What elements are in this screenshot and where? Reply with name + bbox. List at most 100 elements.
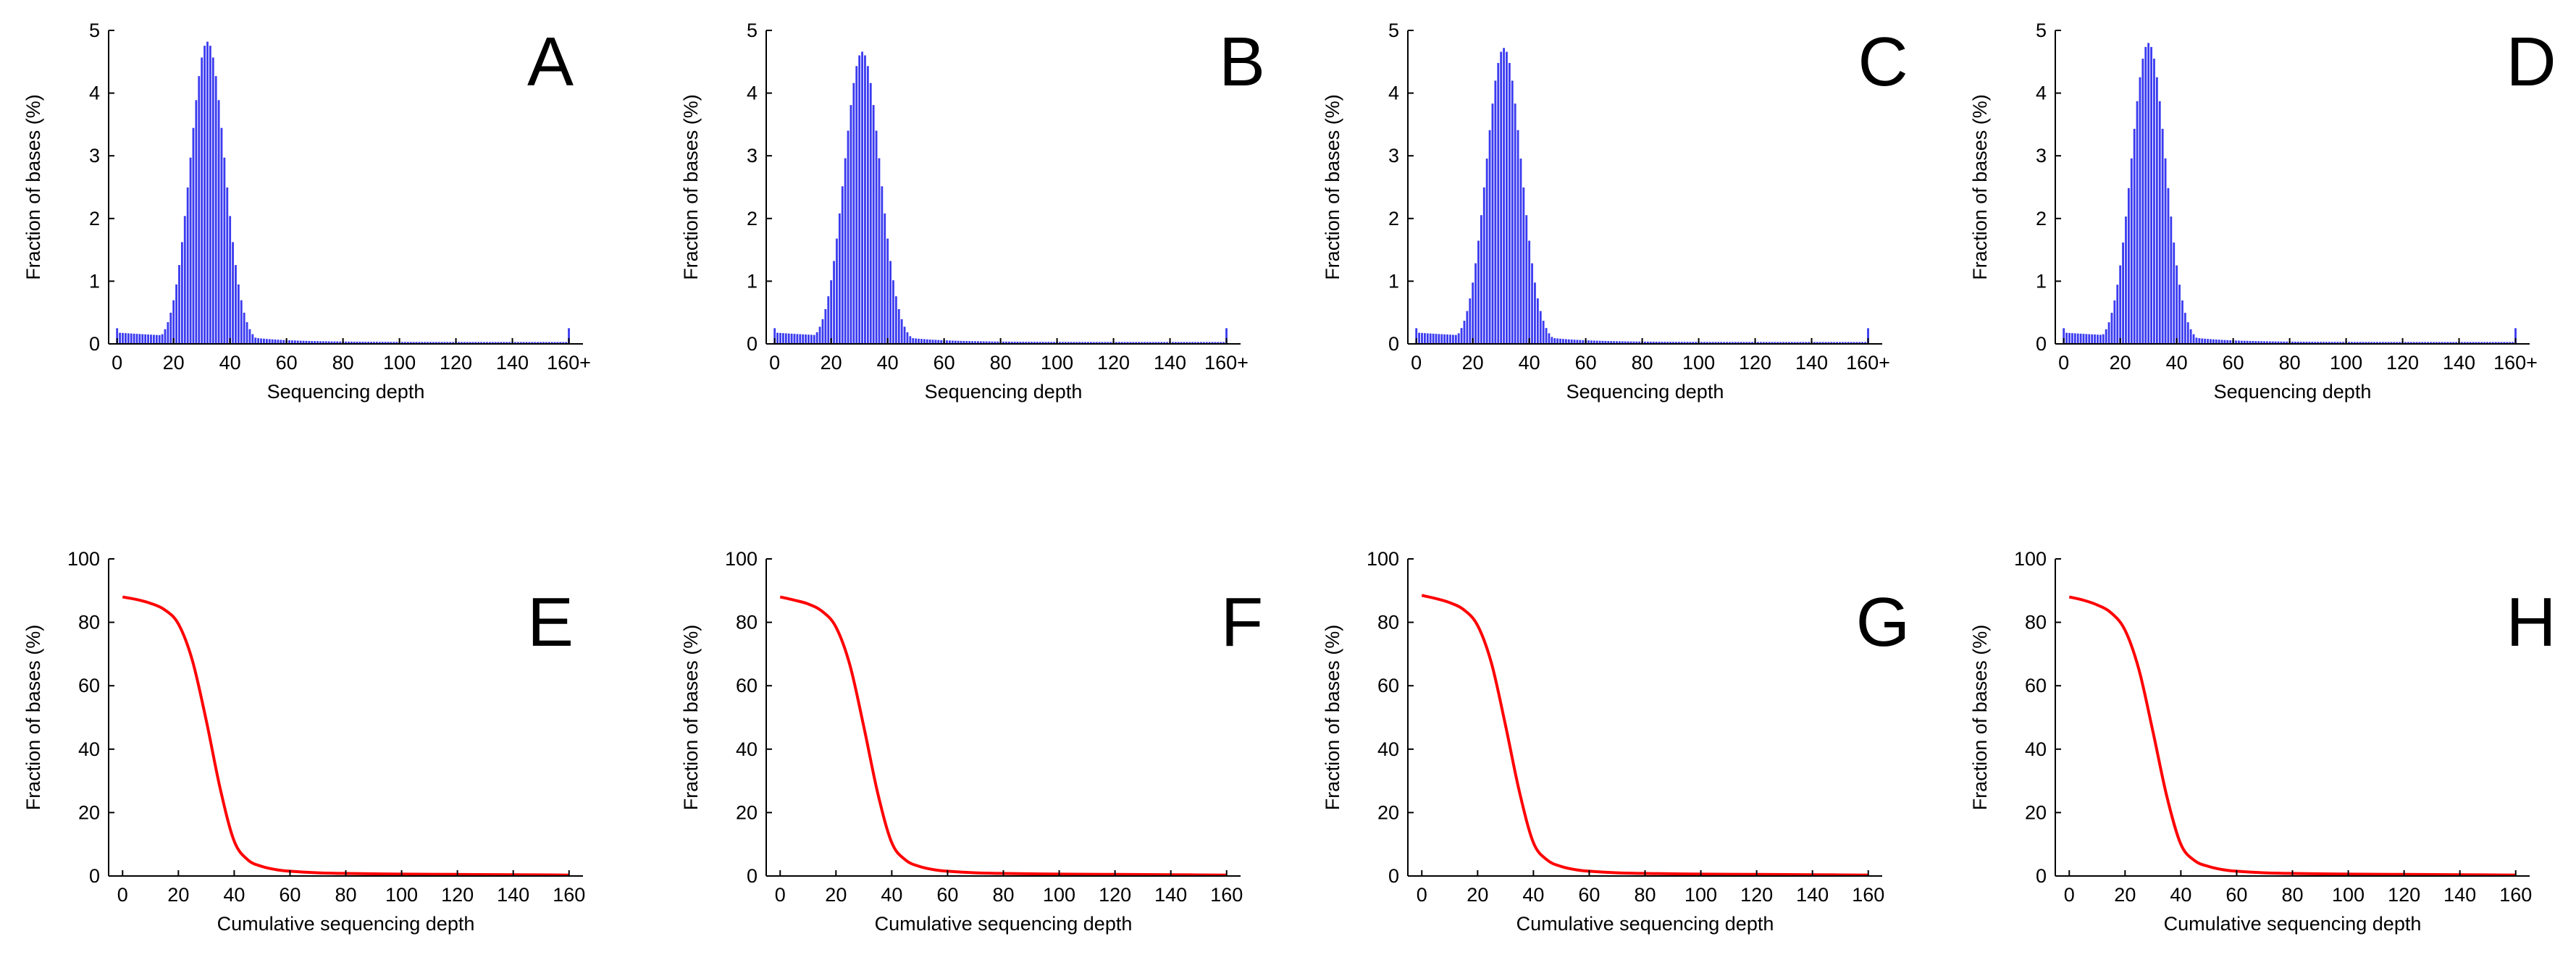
x-tick-label: 120 [1739, 352, 1771, 374]
histogram-bar [1041, 342, 1044, 344]
y-tick-label: 40 [1377, 738, 1399, 760]
x-tick-label: 100 [1043, 884, 1075, 906]
histogram-bar [217, 100, 220, 344]
histogram-bar [793, 334, 796, 344]
histogram-bar [1477, 240, 1480, 344]
histogram-bar [2147, 43, 2150, 344]
y-tick-label: 5 [89, 20, 100, 41]
histogram-bar [1101, 342, 1104, 344]
histogram-bar [1861, 342, 1864, 344]
histogram-bar [951, 340, 954, 344]
histogram-bar [440, 342, 443, 344]
histogram-bar [353, 341, 356, 344]
histogram-bar [559, 342, 562, 344]
x-tick-label: 20 [163, 352, 185, 374]
histogram-bar [2107, 322, 2110, 344]
panel-letter: E [527, 584, 574, 661]
histogram-bar [1177, 342, 1180, 344]
histogram-bar [2407, 342, 2409, 344]
x-tick-label: 120 [2388, 884, 2420, 906]
histogram-bar [1627, 341, 1629, 344]
histogram-bar [1132, 342, 1135, 344]
histogram-bar [886, 238, 889, 344]
histogram-bar [169, 312, 172, 344]
histogram-bar [2113, 300, 2116, 344]
x-axis-title: Cumulative sequencing depth [875, 913, 1133, 935]
histogram-bar [2427, 342, 2430, 344]
histogram-bar [1708, 342, 1711, 344]
histogram-bar [528, 342, 531, 344]
histogram-bar [1506, 51, 1508, 344]
histogram-bar [1632, 341, 1635, 344]
histogram-bar [565, 342, 568, 344]
histogram-bar [1833, 342, 1836, 344]
histogram-bar [2350, 342, 2353, 344]
histogram-bar [815, 332, 818, 344]
histogram-bar [2384, 342, 2387, 344]
histogram-bar [2170, 216, 2173, 344]
histogram-bar [2509, 342, 2512, 344]
cdf-line [122, 595, 569, 877]
histogram-bar [1740, 342, 1742, 344]
histogram-bar [406, 342, 409, 344]
histogram-bar [2198, 338, 2201, 344]
histogram-bar [122, 332, 124, 344]
y-tick-label: 4 [89, 83, 100, 104]
histogram-bar [2235, 340, 2237, 344]
histogram-bar [1197, 342, 1199, 344]
histogram-bar [519, 342, 522, 344]
histogram-bar [1117, 342, 1120, 344]
histogram-bar [2286, 341, 2288, 344]
histogram-bar [1214, 342, 1217, 344]
y-tick-label: 60 [78, 675, 100, 696]
y-tick-label: 100 [67, 548, 100, 570]
histogram-bar [903, 327, 906, 344]
histogram-bar [314, 341, 316, 344]
histogram-bar [1567, 339, 1570, 344]
histogram-bar [2268, 341, 2271, 344]
histogram-bar [2348, 342, 2350, 344]
histogram-bar [1044, 342, 1047, 344]
x-tick-label: 40 [1519, 352, 1540, 374]
x-tick-label: 60 [279, 884, 301, 906]
x-axis-title: Cumulative sequencing depth [1516, 913, 1774, 935]
histogram-bar [2189, 329, 2192, 344]
histogram-bar [1151, 342, 1154, 344]
x-axis-title: Cumulative sequencing depth [217, 913, 475, 935]
histogram-bar [2494, 342, 2497, 344]
x-tick-label: 80 [2279, 352, 2301, 374]
histogram-bar [1194, 342, 1197, 344]
histogram-bar [881, 186, 884, 344]
histogram-bar [915, 338, 918, 344]
histogram-bar [968, 341, 971, 344]
histogram-bar [1774, 342, 1776, 344]
y-tick-label: 1 [89, 270, 100, 292]
histogram-bar [1799, 342, 1802, 344]
histogram-bar [240, 300, 243, 344]
histogram-bar [2127, 188, 2130, 344]
y-tick-label: 5 [747, 20, 758, 41]
x-tick-label: 40 [223, 884, 245, 906]
x-axis-title: Sequencing depth [1566, 381, 1724, 403]
histogram-bar [288, 340, 290, 344]
histogram-bar [928, 339, 931, 344]
histogram-bar [2294, 341, 2296, 344]
histogram-bar [1183, 342, 1186, 344]
histogram-bar [2204, 338, 2207, 344]
histogram-bar [1839, 342, 1841, 344]
y-tick-label: 20 [2025, 801, 2047, 823]
x-tick-label: 60 [936, 884, 958, 906]
histogram-bar [505, 342, 508, 344]
histogram-bar [2483, 342, 2486, 344]
histogram-bar [1751, 342, 1754, 344]
histogram-bar [345, 341, 347, 344]
y-tick-label: 60 [2025, 675, 2047, 696]
histogram-bar [1466, 311, 1469, 344]
histogram-bar [494, 342, 497, 344]
histogram-bar [2438, 342, 2441, 344]
histogram-bar [141, 334, 144, 344]
histogram-bar [926, 339, 928, 344]
x-tick-label: 20 [1462, 352, 1484, 374]
histogram-bar [1629, 341, 1632, 344]
histogram-bar [1472, 282, 1474, 344]
